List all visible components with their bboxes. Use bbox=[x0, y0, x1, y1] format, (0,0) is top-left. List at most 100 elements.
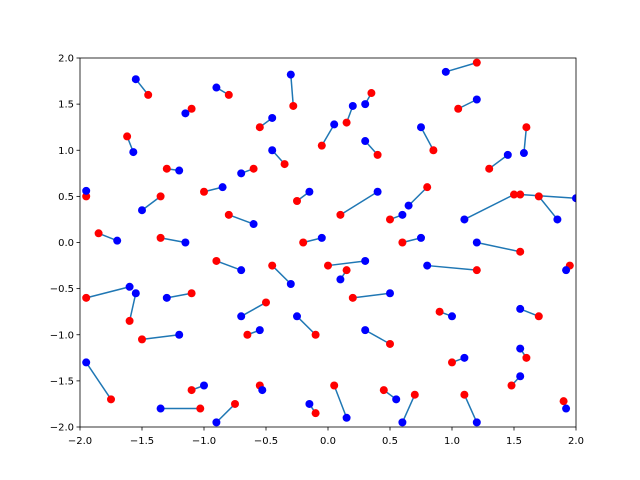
point bbox=[330, 120, 339, 129]
point bbox=[516, 372, 525, 381]
point bbox=[435, 307, 444, 316]
point bbox=[218, 183, 227, 192]
y-tick-label: 1.5 bbox=[58, 100, 74, 111]
point bbox=[398, 418, 407, 427]
connector bbox=[401, 394, 416, 423]
connector bbox=[538, 195, 558, 220]
point bbox=[386, 289, 394, 298]
point bbox=[156, 192, 165, 201]
point bbox=[268, 146, 277, 155]
connector bbox=[420, 126, 435, 151]
connector bbox=[160, 237, 186, 244]
point bbox=[324, 261, 332, 270]
connector bbox=[364, 329, 391, 345]
point bbox=[286, 70, 295, 79]
connector bbox=[333, 385, 348, 419]
point bbox=[516, 344, 525, 353]
connector bbox=[215, 403, 236, 423]
point bbox=[255, 123, 264, 132]
x-tick-label: −0.5 bbox=[254, 436, 278, 447]
point bbox=[559, 397, 568, 406]
point bbox=[454, 104, 463, 113]
point bbox=[448, 358, 456, 367]
point bbox=[125, 316, 134, 325]
point bbox=[336, 275, 345, 284]
point bbox=[448, 312, 456, 321]
point bbox=[348, 101, 357, 110]
point bbox=[392, 395, 401, 404]
connector bbox=[427, 264, 477, 271]
point bbox=[181, 238, 190, 247]
axes-frame bbox=[79, 57, 577, 428]
point bbox=[162, 164, 171, 173]
point bbox=[472, 266, 481, 275]
point bbox=[175, 330, 184, 339]
connector bbox=[216, 260, 242, 271]
point bbox=[342, 266, 351, 275]
point bbox=[361, 100, 370, 109]
point bbox=[187, 289, 196, 298]
point bbox=[212, 418, 221, 427]
connector bbox=[464, 193, 515, 221]
point bbox=[268, 113, 277, 122]
point bbox=[187, 386, 196, 395]
point bbox=[336, 210, 345, 219]
point bbox=[249, 164, 258, 173]
y-tick-label: −1.0 bbox=[50, 330, 74, 341]
connector bbox=[296, 315, 317, 336]
point bbox=[398, 238, 407, 247]
point bbox=[507, 381, 516, 390]
x-tick-label: 0.5 bbox=[382, 436, 398, 447]
point bbox=[472, 418, 481, 427]
point bbox=[196, 404, 205, 413]
point bbox=[113, 236, 122, 245]
point bbox=[131, 75, 140, 84]
x-tick-label: 1.5 bbox=[506, 436, 522, 447]
point bbox=[423, 261, 432, 270]
point bbox=[138, 335, 146, 344]
connector bbox=[408, 186, 428, 207]
point bbox=[553, 215, 562, 224]
point bbox=[317, 141, 326, 150]
point bbox=[138, 206, 146, 215]
connector bbox=[85, 362, 112, 400]
point bbox=[123, 132, 132, 141]
point bbox=[361, 256, 370, 265]
point bbox=[361, 137, 370, 146]
point bbox=[562, 404, 571, 413]
x-tick-label: −2.0 bbox=[68, 436, 92, 447]
connector bbox=[240, 301, 267, 317]
point bbox=[386, 215, 394, 224]
point bbox=[268, 261, 277, 270]
point bbox=[82, 186, 91, 195]
point bbox=[373, 150, 382, 159]
point bbox=[472, 238, 481, 247]
point bbox=[572, 194, 576, 203]
point bbox=[200, 187, 208, 196]
point bbox=[472, 58, 481, 67]
point bbox=[342, 413, 351, 422]
connector bbox=[321, 124, 335, 147]
point bbox=[311, 330, 320, 339]
point bbox=[231, 399, 239, 408]
point bbox=[516, 247, 525, 256]
point bbox=[534, 192, 543, 201]
point bbox=[255, 326, 264, 335]
point bbox=[156, 404, 165, 413]
point bbox=[404, 201, 413, 210]
point bbox=[82, 192, 91, 201]
connector bbox=[166, 292, 192, 299]
point bbox=[516, 304, 525, 313]
point bbox=[417, 233, 425, 242]
point bbox=[429, 146, 438, 155]
point bbox=[286, 280, 295, 289]
y-tick-label: 2.0 bbox=[58, 54, 74, 65]
point bbox=[82, 358, 91, 367]
x-tick-label: 1.0 bbox=[444, 436, 460, 447]
point bbox=[212, 83, 221, 92]
point bbox=[503, 150, 512, 159]
connector bbox=[445, 61, 478, 73]
point bbox=[398, 210, 407, 219]
point bbox=[200, 381, 208, 390]
